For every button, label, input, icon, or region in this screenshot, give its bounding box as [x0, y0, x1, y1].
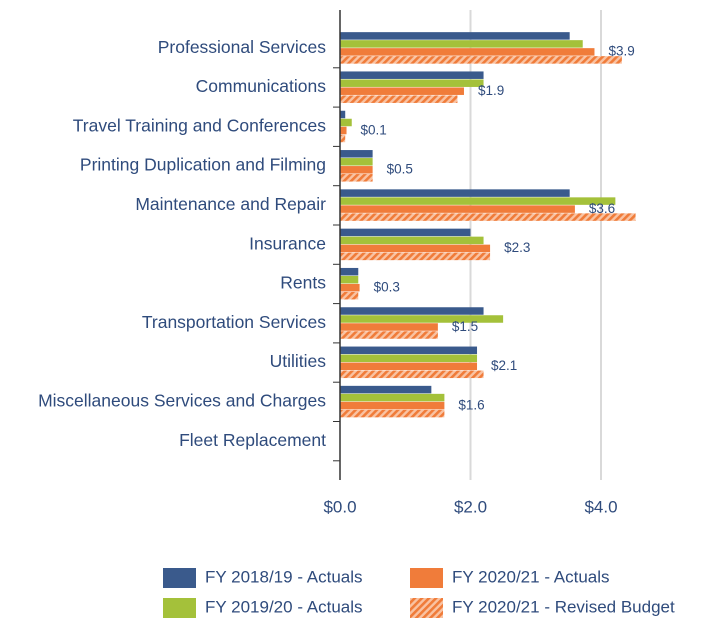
- legend-label: FY 2020/21 - Revised Budget: [452, 597, 675, 616]
- bar: [340, 307, 484, 315]
- value-label: $1.9: [478, 83, 504, 98]
- category-label: Fleet Replacement: [179, 430, 326, 450]
- legend-swatch: [410, 598, 443, 618]
- x-tick-label: $4.0: [584, 497, 617, 516]
- bar: [340, 401, 445, 410]
- bar: [340, 315, 504, 323]
- bar: [340, 150, 373, 158]
- bar: [340, 362, 478, 371]
- bar: [340, 228, 471, 237]
- value-label: $2.1: [491, 358, 517, 373]
- value-label: $0.1: [361, 122, 387, 137]
- bar: [340, 56, 622, 64]
- bar: [340, 32, 570, 40]
- value-label: $0.3: [374, 280, 400, 295]
- bar: [340, 118, 352, 127]
- bar: [340, 174, 373, 182]
- category-label: Transportation Services: [142, 312, 326, 332]
- category-label: Communications: [196, 76, 327, 96]
- bar: [340, 213, 636, 221]
- value-label: $2.3: [504, 240, 530, 255]
- category-label: Printing Duplication and Filming: [80, 155, 326, 175]
- bar: [340, 95, 458, 103]
- bar: [340, 244, 491, 253]
- x-tick-label: $0.0: [323, 497, 356, 516]
- bar: [340, 71, 484, 79]
- bar: [340, 346, 478, 355]
- bar: [340, 110, 346, 119]
- bar: [340, 166, 373, 174]
- bar: [340, 205, 575, 213]
- category-label: Utilities: [270, 351, 327, 371]
- bar: [340, 79, 484, 87]
- bar: [340, 158, 373, 166]
- bar: [340, 252, 491, 261]
- category-label: Rents: [280, 273, 326, 293]
- legend-label: FY 2019/20 - Actuals: [205, 597, 363, 616]
- value-label: $3.6: [589, 201, 615, 216]
- x-tick-label: $2.0: [454, 497, 487, 516]
- value-label: $1.6: [458, 397, 484, 412]
- bar: [340, 385, 432, 394]
- bar: [340, 236, 484, 245]
- category-label: Miscellaneous Services and Charges: [38, 390, 326, 410]
- bar: [340, 370, 484, 379]
- value-label: $1.5: [452, 319, 478, 334]
- category-label: Travel Training and Conferences: [73, 115, 326, 135]
- bar: [340, 393, 445, 402]
- value-label: $0.5: [387, 162, 413, 177]
- legend-swatch: [163, 568, 196, 588]
- bar: [340, 126, 347, 135]
- category-label: Maintenance and Repair: [135, 194, 326, 214]
- bar: [340, 40, 583, 48]
- value-label: $3.9: [608, 44, 634, 59]
- legend-swatch: [163, 598, 196, 618]
- bar: [340, 87, 464, 95]
- category-label: Professional Services: [158, 37, 327, 57]
- bar: [340, 197, 616, 205]
- bar: [340, 323, 438, 331]
- bar: [340, 134, 346, 143]
- bar: [340, 267, 359, 276]
- legend-label: FY 2018/19 - Actuals: [205, 567, 363, 586]
- bar: [340, 283, 360, 292]
- bar: [340, 275, 359, 284]
- bar: [340, 409, 445, 418]
- category-label: Insurance: [249, 233, 326, 253]
- bar: [340, 189, 570, 197]
- legend-swatch: [410, 568, 443, 588]
- bar: [340, 291, 359, 300]
- bar: [340, 48, 595, 56]
- legend-label: FY 2020/21 - Actuals: [452, 567, 610, 586]
- bar: [340, 331, 438, 339]
- bar: [340, 354, 478, 363]
